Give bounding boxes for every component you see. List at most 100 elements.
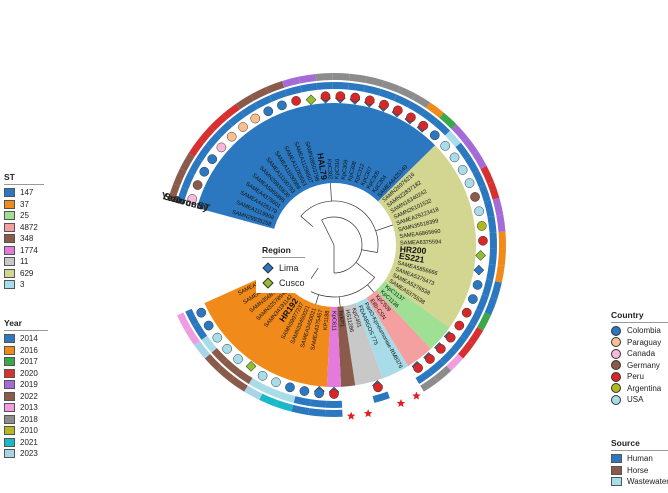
source-ring-segment [235, 369, 253, 384]
country-legend-item-colombia: Colombia [611, 325, 668, 337]
year-legend-item-2014-swatch [4, 334, 15, 344]
clade-wedge-st-1774 [326, 264, 342, 387]
year-ring-segment [216, 365, 235, 382]
st-legend-item-1774-swatch [4, 245, 15, 255]
source-legend-item-human-swatch [611, 454, 622, 464]
source-ring-segment [248, 378, 267, 392]
country-circle [335, 91, 346, 101]
st-legend: ST 147 37 25 4872 348 1774 11 629 3 [4, 172, 44, 291]
year-ring-segment [250, 87, 269, 101]
st-legend-item-147-swatch [4, 188, 15, 198]
source-ring-segment [278, 391, 296, 403]
country-legend: Country Colombia Paraguay Canada Germany Per… [611, 310, 668, 406]
st-legend-item-3-label: 3 [20, 280, 25, 290]
source-legend-item-horse-label: Horse [627, 465, 649, 475]
st-legend-item-348-label: 348 [20, 234, 34, 244]
year-ring-segment [451, 124, 468, 142]
year-legend-item-2022-swatch [4, 391, 15, 401]
country-circle [392, 105, 403, 116]
source-ring-segment [476, 294, 489, 312]
year-ring-segment [490, 281, 502, 300]
st-legend-item-11-swatch [4, 257, 15, 267]
country-circle [429, 130, 440, 141]
country-circle [233, 354, 243, 364]
year-legend-item-2013-label: 2013 [20, 403, 38, 413]
country-legend-item-germany-label: Germany [627, 360, 660, 370]
st-legend-item-3: 3 [4, 279, 44, 291]
year-ring-segment [177, 312, 191, 331]
st-legend-item-147: 147 [4, 187, 44, 199]
branch-arc [321, 216, 363, 274]
year-legend-item-2017-swatch [4, 357, 15, 367]
year-ring-segment [259, 393, 278, 407]
year-legend-title: Year [4, 318, 48, 331]
year-ring-segment [412, 93, 431, 109]
year-legend-item-2010-label: 2010 [20, 426, 38, 436]
st-legend-item-4872-swatch [4, 222, 15, 232]
country-circle [299, 386, 310, 396]
st-legend-item-3-swatch [4, 280, 15, 290]
st-legend-item-25: 25 [4, 210, 44, 222]
year-ring-segment [472, 150, 487, 170]
source-ring-segment [393, 94, 412, 108]
year-ring-segment [332, 73, 350, 81]
year-ring-segment [446, 353, 464, 371]
year-legend-item-2019: 2019 [4, 379, 48, 391]
country-legend-item-usa-swatch [611, 394, 621, 405]
st-legend-item-1774: 1774 [4, 245, 44, 257]
year-ring-segment [439, 112, 457, 130]
source-ring-segment [309, 399, 327, 408]
country-legend-item-canada-swatch [611, 348, 621, 359]
year-legend-item-2021-label: 2021 [20, 437, 38, 447]
year-ring-segment [492, 197, 504, 216]
country-legend-item-peru-label: Peru [627, 372, 644, 382]
country-circle [470, 192, 480, 202]
branch-line [330, 183, 332, 202]
region-cusco-diamond-icon [245, 361, 257, 372]
year-legend-item-2023: 2023 [4, 448, 48, 460]
country-circle [320, 91, 331, 102]
branch-line [355, 262, 375, 278]
source-ring-segment [460, 322, 476, 340]
country-legend-item-colombia-label: Colombia [627, 326, 661, 336]
year-legend-item-2014: 2014 [4, 333, 48, 345]
country-circle [238, 122, 248, 132]
year-ring-segment [209, 114, 227, 131]
year-legend-item-2019-label: 2019 [20, 380, 38, 390]
region-legend-title: Region [262, 245, 305, 258]
source-ring-segment [478, 184, 491, 203]
country-legend-item-germany: Germany [611, 360, 668, 372]
country-legend-item-canada-label: Canada [627, 349, 656, 359]
source-ring-segment [469, 308, 483, 327]
country-legend-item-paraguay-swatch [611, 337, 621, 348]
tip-label: SAMEA6375594 [400, 239, 442, 246]
st-legend-item-37-swatch [4, 199, 15, 209]
year-legend-item-2017: 2017 [4, 356, 48, 368]
tip-label: hvKP1 [337, 310, 345, 327]
year-ring-segment [433, 365, 452, 382]
country-circle [329, 389, 339, 399]
region-legend-item-lima-label: Lima [279, 262, 299, 273]
source-ring-segment [433, 119, 451, 136]
source-ring-segment [415, 369, 433, 384]
country-circle [425, 354, 435, 364]
st-legend-item-629: 629 [4, 268, 44, 280]
year-ring-segment [477, 312, 491, 331]
country-circle [271, 377, 281, 388]
country-legend-item-germany-swatch [611, 360, 621, 371]
st-legend-item-4872-label: 4872 [20, 222, 38, 232]
country-legend-item-peru-swatch [611, 371, 621, 382]
year-legend-item-2021-swatch [4, 437, 15, 447]
source-ring-segment [489, 232, 497, 249]
country-circle [207, 154, 218, 165]
source-ring-segment [482, 279, 494, 297]
country-legend-item-colombia-swatch [611, 325, 621, 336]
country-circle [285, 382, 295, 393]
st-legend-item-1774-label: 1774 [20, 245, 38, 255]
year-ring-segment [480, 165, 494, 185]
tip-label: KpC611 [331, 311, 337, 331]
tip-label: KpC310 [334, 159, 341, 179]
source-ring-segment [372, 391, 390, 403]
country-circle [277, 100, 287, 111]
